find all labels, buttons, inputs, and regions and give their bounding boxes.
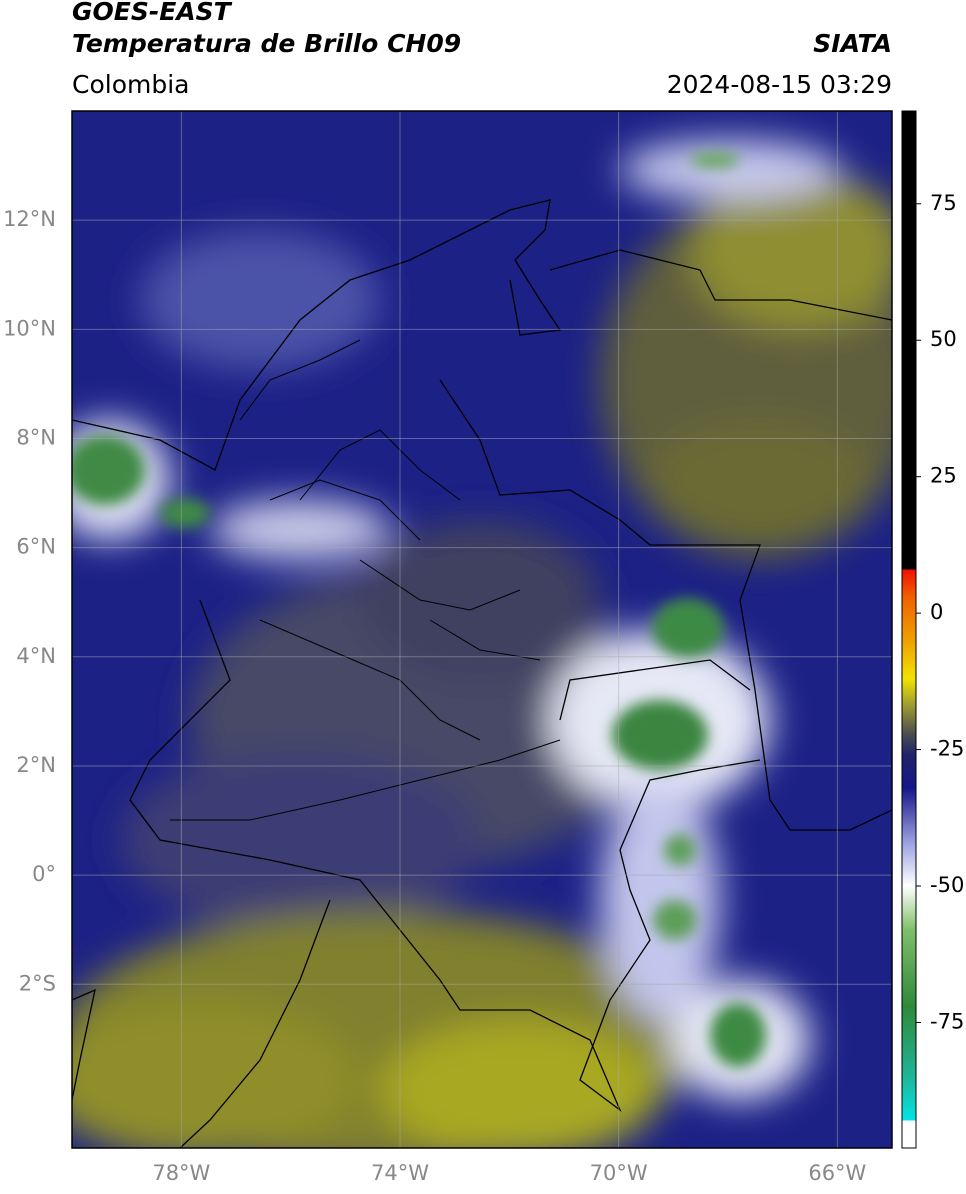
colorbar-tick-label: 75	[930, 191, 957, 215]
source: SIATA	[813, 29, 892, 58]
title: GOES-EAST	[72, 0, 233, 26]
y-tick-label: 10°N	[3, 316, 56, 340]
region: Colombia	[72, 70, 189, 99]
y-tick-label: 2°S	[19, 971, 56, 995]
colorbar-tick-label: 50	[930, 327, 957, 351]
y-tick-label: 8°N	[16, 425, 56, 449]
colorbar-tick-label: -50	[930, 873, 964, 897]
y-tick-label: 4°N	[16, 644, 56, 668]
colorbar-tick-label: 25	[930, 464, 957, 488]
colorbar	[901, 110, 917, 1149]
x-tick-label: 66°W	[808, 1161, 866, 1185]
datetime: 2024-08-15 03:29	[667, 70, 892, 99]
satellite-image	[72, 111, 892, 1148]
x-tick-label: 70°W	[590, 1161, 648, 1185]
y-tick-label: 6°N	[16, 535, 56, 559]
x-tick-label: 78°W	[152, 1161, 210, 1185]
y-tick-label: 12°N	[3, 207, 56, 231]
y-tick-label: 0°	[32, 862, 56, 886]
colorbar-tick-label: -25	[930, 737, 964, 761]
subtitle: Temperatura de Brillo CH09	[72, 29, 461, 58]
x-tick-label: 74°W	[371, 1161, 429, 1185]
y-tick-label: 2°N	[16, 753, 56, 777]
map-frame	[71, 110, 893, 1149]
colorbar-tick-label: 0	[930, 600, 943, 624]
colorbar-tick-label: -75	[930, 1009, 964, 1033]
